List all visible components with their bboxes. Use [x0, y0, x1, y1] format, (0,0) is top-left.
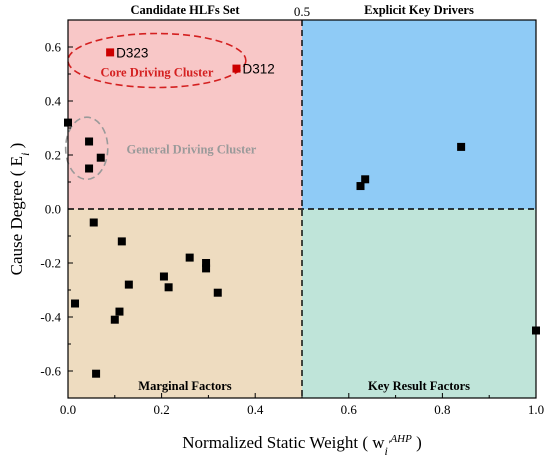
quadrant-top-left — [68, 20, 302, 209]
x-tick-label: 0.2 — [153, 402, 169, 417]
cluster-ellipse-0 — [67, 32, 247, 89]
x-tick-label: 0.6 — [341, 402, 358, 417]
y-tick-label: 0.4 — [45, 94, 62, 109]
x-tick-label: 0.4 — [247, 402, 264, 417]
cluster-label-core: Core Driving Cluster — [100, 66, 213, 80]
y-tick-label: 0.0 — [45, 202, 61, 217]
data-point — [213, 288, 222, 297]
data-point — [85, 164, 94, 173]
data-point — [457, 142, 466, 151]
x-axis-title: Normalized Static Weight ( wi'AHP ) — [182, 433, 422, 458]
point-d312 — [232, 64, 241, 73]
data-point — [202, 259, 211, 267]
data-point — [85, 137, 94, 146]
data-point — [110, 315, 119, 324]
y-tick-label: 0.2 — [45, 148, 61, 163]
cluster-label-general: General Driving Cluster — [127, 143, 257, 157]
data-point — [117, 237, 126, 246]
data-point — [96, 153, 105, 162]
y-axis-title: Cause Degree ( Ei ) — [7, 143, 32, 276]
threshold-x-label: 0.5 — [294, 4, 310, 19]
data-point — [89, 218, 98, 227]
data-point — [356, 182, 365, 191]
y-tick-label: 0.6 — [45, 40, 62, 55]
data-point — [164, 283, 173, 292]
data-point — [64, 118, 72, 127]
data-point — [124, 280, 133, 289]
data-point — [71, 299, 80, 308]
cluster-ellipse-1 — [64, 116, 109, 181]
data-point — [202, 264, 211, 273]
y-tick-label: -0.2 — [40, 256, 61, 271]
quadrant-label-bottom-right: Key Result Factors — [368, 379, 470, 393]
data-point — [532, 326, 540, 335]
data-point — [185, 253, 194, 262]
x-tick-label: 1.0 — [528, 402, 544, 417]
quadrant-label-top-right: Explicit Key Drivers — [364, 3, 474, 17]
quadrant-bottom-left — [68, 209, 302, 398]
quadrant-top-right — [302, 20, 536, 209]
data-point — [159, 272, 168, 281]
x-tick-label: 0.8 — [434, 402, 450, 417]
data-point — [92, 369, 101, 378]
quadrant-label-bottom-left: Marginal Factors — [138, 379, 232, 393]
quadrant-bottom-right — [302, 209, 536, 398]
x-tick-label: 0.0 — [60, 402, 76, 417]
y-tick-label: -0.4 — [40, 310, 61, 325]
quadrant-label-top-left: Candidate HLFs Set — [130, 3, 240, 17]
point-d323 — [106, 48, 115, 57]
data-point — [115, 307, 124, 316]
point-label-d312: D312 — [242, 62, 274, 77]
y-tick-label: -0.6 — [40, 364, 61, 379]
point-label-d323: D323 — [116, 45, 148, 60]
data-point — [361, 175, 370, 184]
